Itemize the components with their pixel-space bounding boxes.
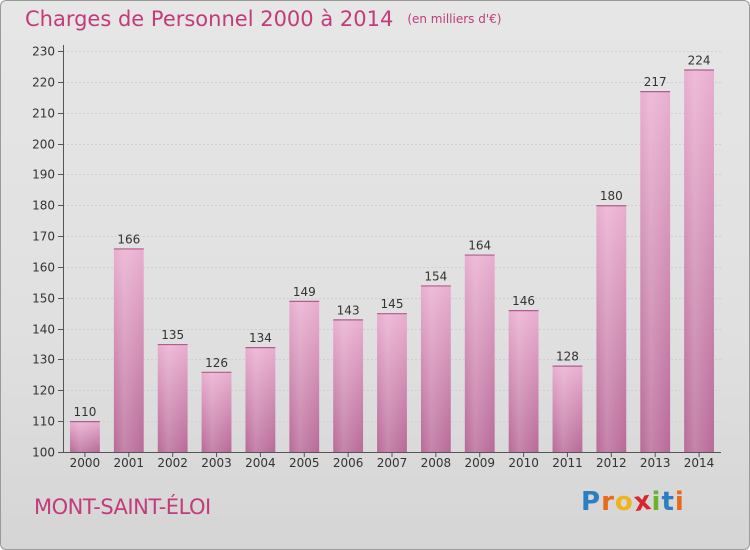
bar-highlight [70, 421, 100, 452]
data-label: 146 [512, 294, 535, 308]
bar-highlight [377, 313, 407, 452]
bar-highlight [420, 285, 451, 452]
data-label: 217 [644, 75, 667, 89]
x-tick-label: 2003 [201, 456, 232, 470]
bar-highlight [201, 371, 232, 452]
y-tick-label: 210 [32, 107, 55, 121]
bar-highlight [464, 254, 495, 452]
bar-highlight [508, 310, 539, 452]
bar-highlight [552, 365, 583, 452]
data-label: 145 [381, 297, 404, 311]
data-label: 154 [424, 269, 447, 283]
x-tick-label: 2000 [70, 456, 101, 470]
x-tick-label: 2014 [684, 456, 715, 470]
logo-letter: i [674, 487, 685, 517]
data-label: 110 [73, 405, 96, 419]
data-label: 149 [293, 285, 316, 299]
y-tick-label: 110 [32, 415, 55, 429]
logo-letter: o [614, 487, 634, 517]
x-tick-label: 2010 [508, 456, 539, 470]
axes: 100 110 120 130 140 150 160 170 180 190 200 210 220 2… [32, 45, 721, 470]
bar-highlight [245, 347, 276, 452]
x-tick-label: 2001 [114, 456, 145, 470]
bar-highlight [684, 69, 714, 452]
x-tick-label: 2004 [245, 456, 276, 470]
data-label: 224 [688, 54, 711, 68]
data-label: 128 [556, 350, 579, 364]
data-label: 164 [468, 239, 491, 253]
y-tick-label: 200 [32, 138, 55, 152]
bar-highlight [333, 319, 364, 452]
y-tick-label: 180 [32, 199, 55, 213]
chart-title: Charges de Personnel 2000 à 2014 [25, 7, 394, 31]
data-label: 180 [600, 189, 623, 203]
x-tick-label: 2009 [464, 456, 495, 470]
x-tick-label: 2013 [640, 456, 671, 470]
y-tick-label: 190 [32, 168, 55, 182]
data-label: 143 [337, 303, 360, 317]
y-tick-label: 160 [32, 261, 55, 275]
commune-name: MONT-SAINT-ÉLOI [34, 495, 211, 519]
y-tick-label: 220 [32, 76, 55, 90]
bar-highlight [113, 248, 144, 452]
y-tick-label: 100 [32, 446, 55, 460]
bar-highlight [157, 344, 188, 452]
data-label: 134 [249, 331, 272, 345]
y-tick-label: 120 [32, 384, 55, 398]
y-tick-label: 130 [32, 353, 55, 367]
data-label: 135 [161, 328, 184, 342]
logo-letter: P [581, 487, 602, 517]
proxiti-logo: Proxiti [581, 485, 685, 519]
logo-letter: t [661, 487, 675, 517]
chart-subtitle: (en milliers d'€) [407, 12, 502, 26]
bars [70, 69, 714, 452]
logo-letter: r [601, 487, 615, 517]
bar-highlight [596, 205, 627, 452]
y-tick-label: 150 [32, 292, 55, 306]
data-label: 126 [205, 356, 228, 370]
x-tick-label: 2006 [333, 456, 364, 470]
x-tick-label: 2012 [596, 456, 627, 470]
y-tick-label: 140 [32, 323, 55, 337]
x-tick-label: 2005 [289, 456, 320, 470]
y-tick-label: 170 [32, 230, 55, 244]
logo-letter: i [651, 487, 662, 517]
bar-highlight [289, 300, 320, 452]
bar-highlight [640, 91, 671, 452]
x-tick-label: 2011 [552, 456, 583, 470]
x-tick-label: 2002 [157, 456, 188, 470]
x-tick-label: 2008 [421, 456, 452, 470]
logo-letter: x [631, 485, 654, 519]
y-tick-label: 230 [32, 45, 55, 59]
data-labels: 110 166 135 126 134 149 143 145 154 164 146 128 180 2… [73, 54, 710, 420]
x-tick-label: 2007 [377, 456, 408, 470]
title-block: Charges de Personnel 2000 à 2014 (en mill… [25, 7, 501, 31]
data-label: 166 [117, 232, 140, 246]
